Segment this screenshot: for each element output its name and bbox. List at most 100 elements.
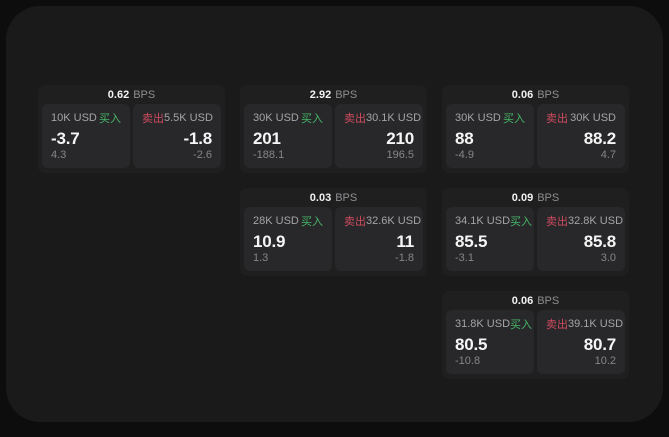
sell-price: 85.8 [583,232,616,251]
buy-side-label: 买入 [510,216,533,228]
spread-unit: BPS [133,88,156,101]
buy-tile-top: 28K USD 买入 [253,213,323,229]
spread-unit: BPS [537,88,560,101]
buy-side-label: 买入 [301,216,323,228]
card-spread-header: 2.92 BPS [240,85,427,104]
buy-delta: -3.1 [455,252,474,264]
card-body: 28K USD 买入 10.9 1.3 卖出 32.6K USD 11 -1.8 [240,207,427,276]
sell-side-label: 卖出 [546,319,568,331]
spread-unit: BPS [537,191,560,204]
sell-price: 80.7 [583,335,616,354]
buy-size-label: 28K USD [253,215,299,227]
spread-unit: BPS [335,88,358,101]
sell-side-label: 卖出 [344,113,366,125]
sell-price: -1.8 [183,129,213,148]
spread-unit: BPS [537,294,560,307]
sell-size-label: 30K USD [570,112,616,124]
sell-tile[interactable]: 卖出 30K USD 88.2 4.7 [537,104,625,168]
spread-value: 0.09 [511,191,534,204]
quote-card: 0.09 BPS 34.1K USD 买入 85.5 -3.1 卖出 32.8K… [442,188,629,276]
buy-tile-top: 30K USD 买入 [253,110,323,126]
card-spread-header: 0.06 BPS [442,85,629,104]
buy-tile-top: 10K USD 买入 [51,110,121,126]
card-body: 30K USD 买入 88 -4.9 卖出 30K USD 88.2 4.7 [442,104,629,173]
sell-size-label: 30.1K USD [366,112,422,124]
card-spread-header: 0.62 BPS [38,85,225,104]
sell-price: 11 [396,232,414,251]
buy-tile[interactable]: 30K USD 买入 88 -4.9 [446,104,534,168]
sell-delta: 196.5 [386,149,414,161]
sell-delta: 10.2 [594,355,616,367]
card-body: 34.1K USD 买入 85.5 -3.1 卖出 32.8K USD 85.8… [442,207,629,276]
spread-unit: BPS [335,191,358,204]
sell-tile-top: 卖出 39.1K USD [546,316,623,332]
buy-tile-top: 30K USD 买入 [455,110,525,126]
buy-size-label: 10K USD [51,112,97,124]
sell-side-label: 卖出 [344,216,366,228]
buy-price: 85.5 [455,232,488,251]
buy-price: 80.5 [455,335,488,354]
sell-price: 88.2 [583,129,616,148]
quote-grid: 0.62 BPS 10K USD 买入 -3.7 4.3 卖出 5.5K USD… [38,85,629,379]
sell-tile-top: 卖出 30.1K USD [344,110,421,126]
buy-size-label: 34.1K USD [455,215,511,227]
spread-value: 0.03 [309,191,332,204]
sell-price: 210 [386,129,414,148]
spread-value: 0.06 [511,88,534,101]
buy-tile[interactable]: 30K USD 买入 201 -188.1 [244,104,332,168]
sell-tile-top: 卖出 32.8K USD [546,213,623,229]
sell-side-label: 卖出 [546,216,568,228]
buy-tile-top: 31.8K USD 买入 [455,316,532,332]
card-body: 30K USD 买入 201 -188.1 卖出 30.1K USD 210 1… [240,104,427,173]
card-spread-header: 0.03 BPS [240,188,427,207]
buy-price: 201 [253,129,281,148]
sell-tile[interactable]: 卖出 5.5K USD -1.8 -2.6 [133,104,221,168]
main-panel: 0.62 BPS 10K USD 买入 -3.7 4.3 卖出 5.5K USD… [6,6,663,422]
sell-size-label: 32.8K USD [568,215,624,227]
buy-tile[interactable]: 31.8K USD 买入 80.5 -10.8 [446,310,534,374]
sell-tile[interactable]: 卖出 39.1K USD 80.7 10.2 [537,310,625,374]
sell-delta: 3.0 [600,252,616,264]
sell-tile[interactable]: 卖出 32.8K USD 85.8 3.0 [537,207,625,271]
sell-delta: -2.6 [193,149,212,161]
buy-delta: -10.8 [455,355,481,367]
buy-tile[interactable]: 34.1K USD 买入 85.5 -3.1 [446,207,534,271]
spread-value: 0.06 [511,294,534,307]
buy-delta: 4.3 [51,149,67,161]
spread-value: 0.62 [107,88,130,101]
buy-price: -3.7 [51,129,80,148]
quote-card: 0.06 BPS 30K USD 买入 88 -4.9 卖出 30K USD 8… [442,85,629,173]
quote-card: 0.03 BPS 28K USD 买入 10.9 1.3 卖出 32.6K US… [240,188,427,276]
sell-tile[interactable]: 卖出 30.1K USD 210 196.5 [335,104,423,168]
quote-card: 0.06 BPS 31.8K USD 买入 80.5 -10.8 卖出 39.1… [442,291,629,379]
buy-delta: -188.1 [253,149,285,161]
sell-delta: 4.7 [600,149,616,161]
buy-delta: 1.3 [253,252,269,264]
buy-side-label: 买入 [301,113,323,125]
buy-tile[interactable]: 10K USD 买入 -3.7 4.3 [42,104,130,168]
sell-size-label: 5.5K USD [164,112,213,124]
sell-size-label: 39.1K USD [568,318,624,330]
buy-side-label: 买入 [510,319,533,331]
sell-delta: -1.8 [395,252,414,264]
sell-tile[interactable]: 卖出 32.6K USD 11 -1.8 [335,207,423,271]
buy-size-label: 30K USD [455,112,501,124]
buy-tile[interactable]: 28K USD 买入 10.9 1.3 [244,207,332,271]
buy-price: 10.9 [253,232,286,251]
sell-side-label: 卖出 [546,113,568,125]
sell-tile-top: 卖出 5.5K USD [142,110,213,126]
buy-tile-top: 34.1K USD 买入 [455,213,532,229]
card-spread-header: 0.06 BPS [442,291,629,310]
card-body: 10K USD 买入 -3.7 4.3 卖出 5.5K USD -1.8 -2.… [38,104,225,173]
card-spread-header: 0.09 BPS [442,188,629,207]
sell-tile-top: 卖出 32.6K USD [344,213,421,229]
sell-size-label: 32.6K USD [366,215,422,227]
buy-size-label: 30K USD [253,112,299,124]
buy-size-label: 31.8K USD [455,318,511,330]
card-body: 31.8K USD 买入 80.5 -10.8 卖出 39.1K USD 80.… [442,310,629,379]
buy-delta: -4.9 [455,149,474,161]
buy-side-label: 买入 [99,113,121,125]
quote-card: 0.62 BPS 10K USD 买入 -3.7 4.3 卖出 5.5K USD… [38,85,225,173]
spread-value: 2.92 [309,88,332,101]
quote-card: 2.92 BPS 30K USD 买入 201 -188.1 卖出 30.1K … [240,85,427,173]
